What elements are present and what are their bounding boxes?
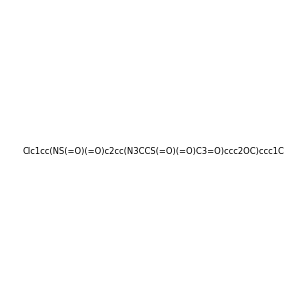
Text: Clc1cc(NS(=O)(=O)c2cc(N3CCS(=O)(=O)C3=O)ccc2OC)ccc1C: Clc1cc(NS(=O)(=O)c2cc(N3CCS(=O)(=O)C3=O)…	[23, 147, 285, 156]
